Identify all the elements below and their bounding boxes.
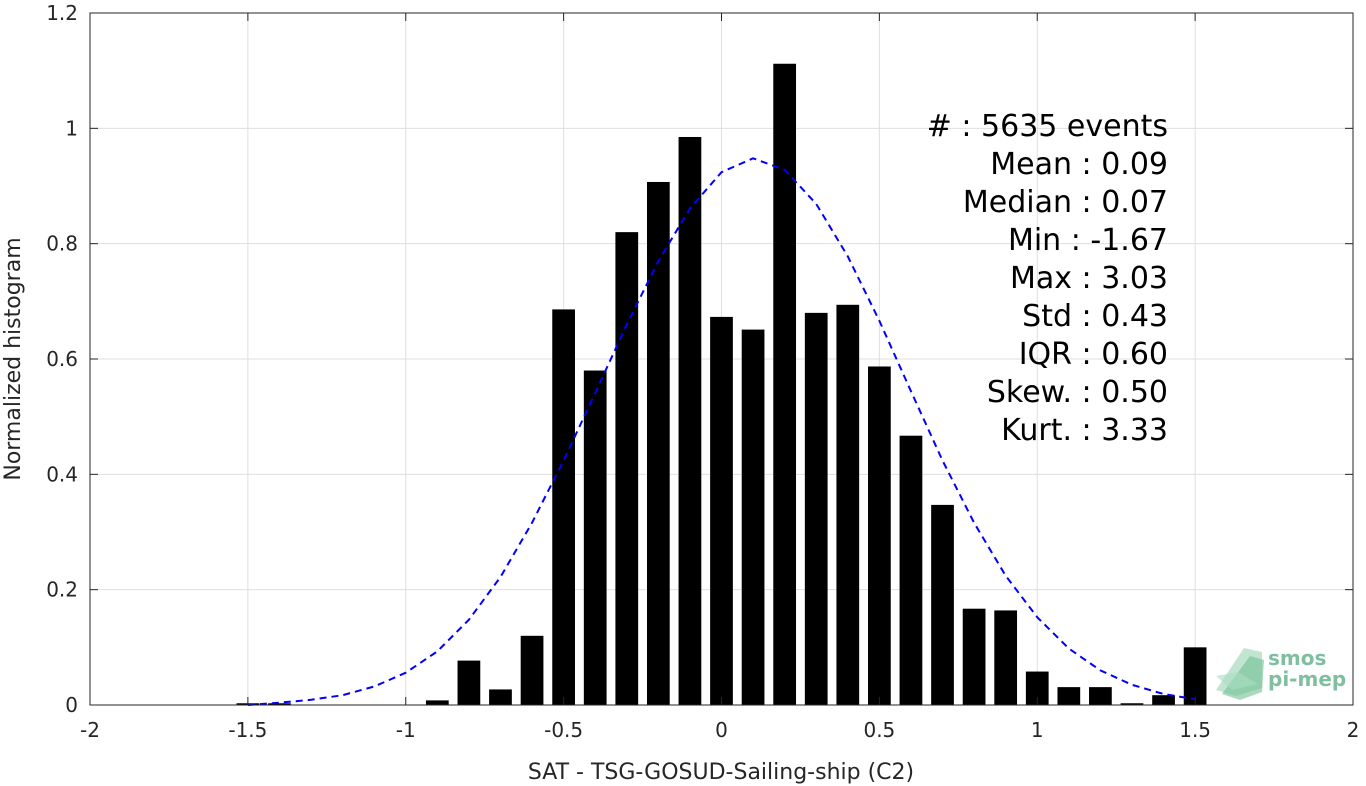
stat-value-6: : 0.60 [1082,337,1168,372]
y-tick-label-0: 0 [65,693,78,717]
histogram-bar-12 [741,329,765,705]
stat-line-3: Min : -1.67 [1008,223,1168,258]
histogram-bar-20 [994,610,1018,705]
stat-label-2: Median [963,185,1082,220]
stat-label-7: Skew. [987,375,1082,410]
histogram-bar-10 [678,136,702,705]
histogram-bar-22 [1057,687,1081,705]
stat-label-5: Std [1022,299,1081,334]
smos-pi-mep-logo: smos pi-mep [1216,646,1346,700]
histogram-bar-8 [615,232,639,705]
stat-line-6: IQR : 0.60 [1019,337,1168,372]
x-tick-label-4: 0 [715,718,728,742]
y-tick-label-6: 1.2 [46,1,78,25]
y-axis-label: Normalized histogram [1,237,26,480]
histogram-bar-6 [552,309,575,705]
logo-line-1: smos [1268,646,1326,670]
histogram-bar-16 [868,366,891,705]
histogram-bar-26 [1183,647,1207,705]
histogram-bar-24 [1120,703,1144,705]
plot-axes [89,12,1354,706]
x-tick-labels: -2 -1.5 -1 -0.5 0 0.5 1 1.5 2 [80,718,1359,742]
stat-label-0: # [927,109,962,144]
stat-line-0: # : 5635 events [927,109,1168,144]
stat-label-8: Kurt. [1001,413,1081,448]
stat-value-2: : 0.07 [1082,185,1168,220]
histogram-bar-1 [268,703,291,705]
y-tick-label-5: 1 [65,116,78,140]
x-tick-label-0: -2 [80,718,100,742]
histogram-bar-13 [773,63,797,706]
x-tick-label-1: -1.5 [228,718,267,742]
stat-line-4: Max : 3.03 [1010,261,1168,296]
y-tick-labels: 0 0.2 0.4 0.6 0.8 1 1.2 [46,1,78,717]
histogram-bar-18 [931,504,954,705]
logo-waves-icon [1216,648,1264,700]
stat-label-1: Mean [990,147,1081,182]
histogram-bar-2 [425,700,449,705]
stat-label-3: Min [1008,223,1071,258]
histogram-bar-25 [1152,695,1175,705]
stat-value-3: : -1.67 [1071,223,1168,258]
x-tick-label-6: 1 [1031,718,1044,742]
histogram-bar-9 [646,181,670,706]
histogram-bar-3 [457,660,481,705]
stat-value-5: : 0.43 [1082,299,1168,334]
histogram-bar-4 [489,689,512,705]
stat-label-4: Max [1010,261,1082,296]
histogram-bar-23 [1089,687,1112,705]
stat-line-8: Kurt. : 3.33 [1001,413,1168,448]
x-tick-label-5: 0.5 [863,718,895,742]
x-axis-label: SAT - TSG-GOSUD-Sailing-ship (C2) [528,760,914,785]
histogram-bars [236,63,1207,706]
histogram-bar-17 [899,435,923,705]
y-tick-label-3: 0.6 [46,347,78,371]
stat-line-7: Skew. : 0.50 [987,375,1168,410]
stat-line-5: Std : 0.43 [1022,299,1168,334]
y-tick-label-1: 0.2 [46,578,78,602]
stat-value-7: : 0.50 [1082,375,1168,410]
y-tick-label-2: 0.4 [46,462,78,486]
stat-line-2: Median : 0.07 [963,185,1168,220]
histogram-bar-15 [836,304,860,705]
logo-line-2: pi-mep [1268,667,1346,691]
stat-value-1: : 0.09 [1082,147,1168,182]
stat-value-8: : 3.33 [1082,413,1168,448]
histogram-bar-14 [804,312,828,705]
histogram-bar-11 [710,316,733,705]
stat-value-0: : 5635 events [961,109,1168,144]
x-tick-label-2: -1 [396,718,416,742]
stat-line-1: Mean : 0.09 [990,147,1168,182]
x-tick-label-3: -0.5 [544,718,583,742]
stat-value-4: : 3.03 [1082,261,1168,296]
y-tick-label-4: 0.8 [46,232,78,256]
histogram-bar-21 [1025,671,1049,705]
histogram-bar-19 [962,608,986,705]
x-tick-label-7: 1.5 [1179,718,1211,742]
stat-label-6: IQR [1019,337,1082,372]
histogram-bar-7 [583,370,607,705]
x-tick-label-8: 2 [1347,718,1360,742]
histogram-bar-5 [520,635,544,705]
normal-fit-line [247,157,1196,706]
